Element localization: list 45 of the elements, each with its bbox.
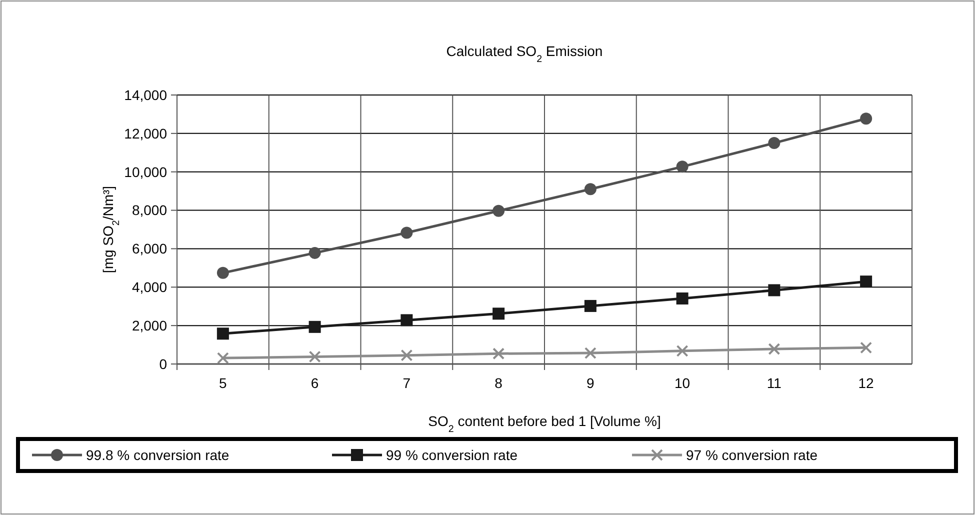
x-tick-label: 6 — [310, 375, 319, 391]
point — [676, 160, 688, 173]
x-tick-label: 10 — [674, 375, 690, 391]
point — [400, 349, 413, 362]
point — [400, 226, 413, 239]
x-tick-label: 9 — [586, 375, 595, 391]
point — [308, 350, 321, 363]
point — [584, 347, 596, 360]
point — [216, 328, 229, 340]
y-tick-label: 0 — [159, 356, 168, 372]
y-tick-label: 8,000 — [132, 202, 168, 218]
legend-label: 99 % conversion rate — [386, 446, 518, 463]
x-tick-label: 12 — [858, 375, 874, 391]
y-tick-label: 6,000 — [132, 240, 168, 257]
point — [860, 112, 872, 125]
point — [768, 137, 780, 150]
x-axis-title: SO$_{2}$ content before bed 1 [Volume %] — [428, 413, 661, 434]
point — [216, 352, 229, 364]
x-tick-label: 11 — [766, 375, 782, 391]
x-tick-label: 8 — [494, 375, 503, 391]
x-tick-label: 5 — [219, 375, 228, 391]
point — [676, 344, 688, 357]
point — [492, 348, 505, 360]
point — [492, 204, 505, 217]
point — [676, 292, 688, 304]
legend-label: 97 % conversion rate — [686, 446, 818, 463]
point — [860, 276, 872, 288]
point — [308, 246, 321, 259]
point — [584, 300, 596, 312]
point — [492, 308, 505, 320]
y-tick-label: 12,000 — [124, 125, 168, 142]
y-tick-label: 4,000 — [132, 279, 168, 296]
point — [216, 266, 229, 279]
point — [768, 343, 780, 356]
y-tick-label: 14,000 — [124, 86, 168, 103]
point — [860, 342, 872, 354]
legend-label: 99.8 % conversion rate — [86, 446, 230, 463]
point — [584, 183, 596, 196]
x-tick-label: 7 — [402, 375, 411, 391]
y-tick-label: 10,000 — [124, 164, 168, 180]
point — [308, 320, 321, 333]
point — [768, 284, 780, 296]
y-tick-label: 2,000 — [132, 317, 168, 334]
point — [400, 314, 413, 326]
chart-title: Calculated SO$_{2}$ Emission — [446, 43, 603, 64]
